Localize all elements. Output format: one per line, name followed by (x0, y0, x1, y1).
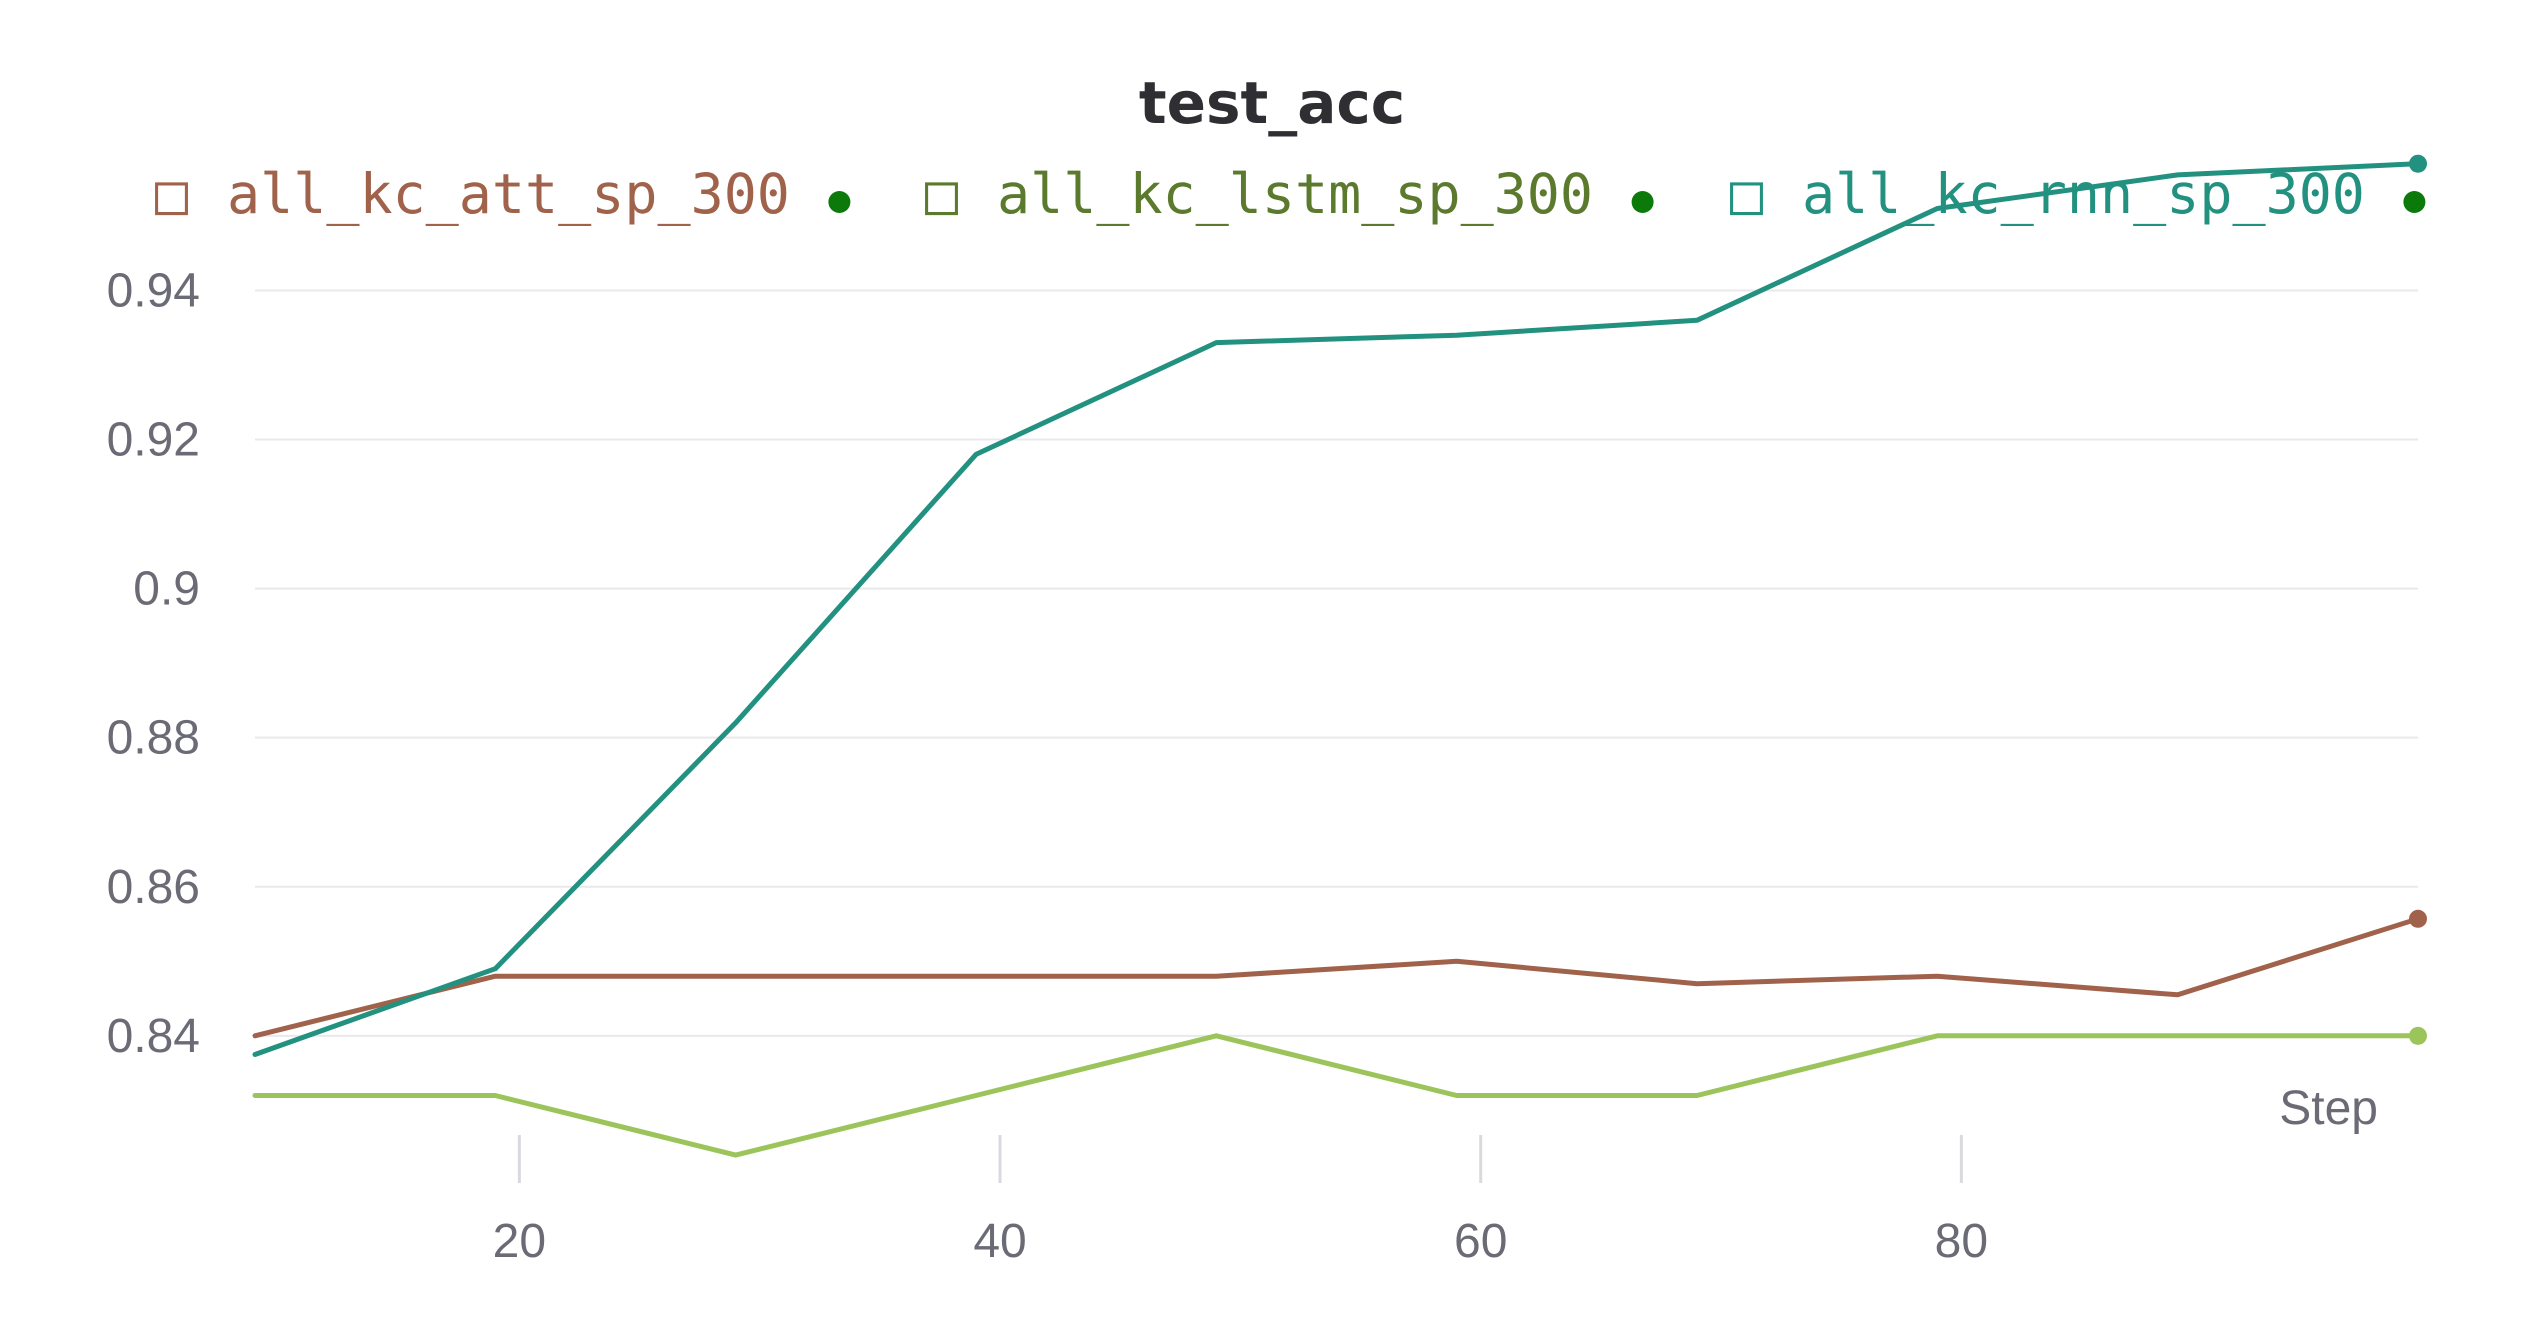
legend-item-all_kc_att_sp_300[interactable]: □ all_kc_att_sp_300 (155, 162, 851, 226)
legend-status-dot-icon (828, 191, 851, 213)
x-axis-title: Step (2279, 1082, 2378, 1135)
x-axis: 20 40 60 80 (493, 1135, 1988, 1268)
series-end-point-all_kc_rnn_sp_300 (2409, 154, 2427, 173)
legend-status-dot-icon (1631, 191, 1654, 213)
legend-label: all_kc_att_sp_300 (227, 162, 790, 226)
legend: □ all_kc_att_sp_300 □ all_kc_lstm_sp_300 □ al… (155, 162, 2426, 226)
x-tick-label: 80 (1935, 1215, 1988, 1268)
grid-lines (255, 289, 2418, 1037)
series-line-all_kc_att_sp_300 (252, 916, 2421, 1039)
series-line-all_kc_rnn_sp_300 (252, 161, 2421, 1057)
y-tick-label: 0.9 (133, 563, 200, 616)
legend-item-all_kc_lstm_sp_300[interactable]: □ all_kc_lstm_sp_300 (925, 162, 1654, 226)
series-lines (252, 154, 2427, 1158)
y-tick-label: 0.86 (107, 861, 200, 914)
y-axis: 0.84 0.86 0.88 0.9 0.92 0.94 (107, 264, 200, 1062)
x-tick-label: 40 (973, 1215, 1026, 1268)
x-tick-label: 60 (1454, 1215, 1507, 1268)
y-tick-label: 0.88 (107, 712, 200, 765)
legend-square-icon: □ (155, 162, 188, 226)
chart-title: test_acc (1139, 69, 1405, 137)
series-end-point-all_kc_att_sp_300 (2409, 909, 2427, 928)
y-tick-label: 0.84 (107, 1010, 200, 1063)
x-tick-label: 20 (493, 1215, 546, 1268)
legend-square-icon: □ (1730, 162, 1763, 226)
legend-item-all_kc_rnn_sp_300[interactable]: □ all_kc_rnn_sp_300 (1730, 162, 2426, 226)
y-tick-label: 0.92 (107, 414, 200, 467)
series-end-point-all_kc_lstm_sp_300 (2409, 1026, 2427, 1045)
y-tick-label: 0.94 (107, 264, 200, 317)
legend-square-icon: □ (925, 162, 958, 226)
legend-status-dot-icon (2403, 191, 2426, 213)
series-line-all_kc_lstm_sp_300 (252, 1033, 2421, 1158)
legend-label: all_kc_lstm_sp_300 (997, 162, 1593, 226)
